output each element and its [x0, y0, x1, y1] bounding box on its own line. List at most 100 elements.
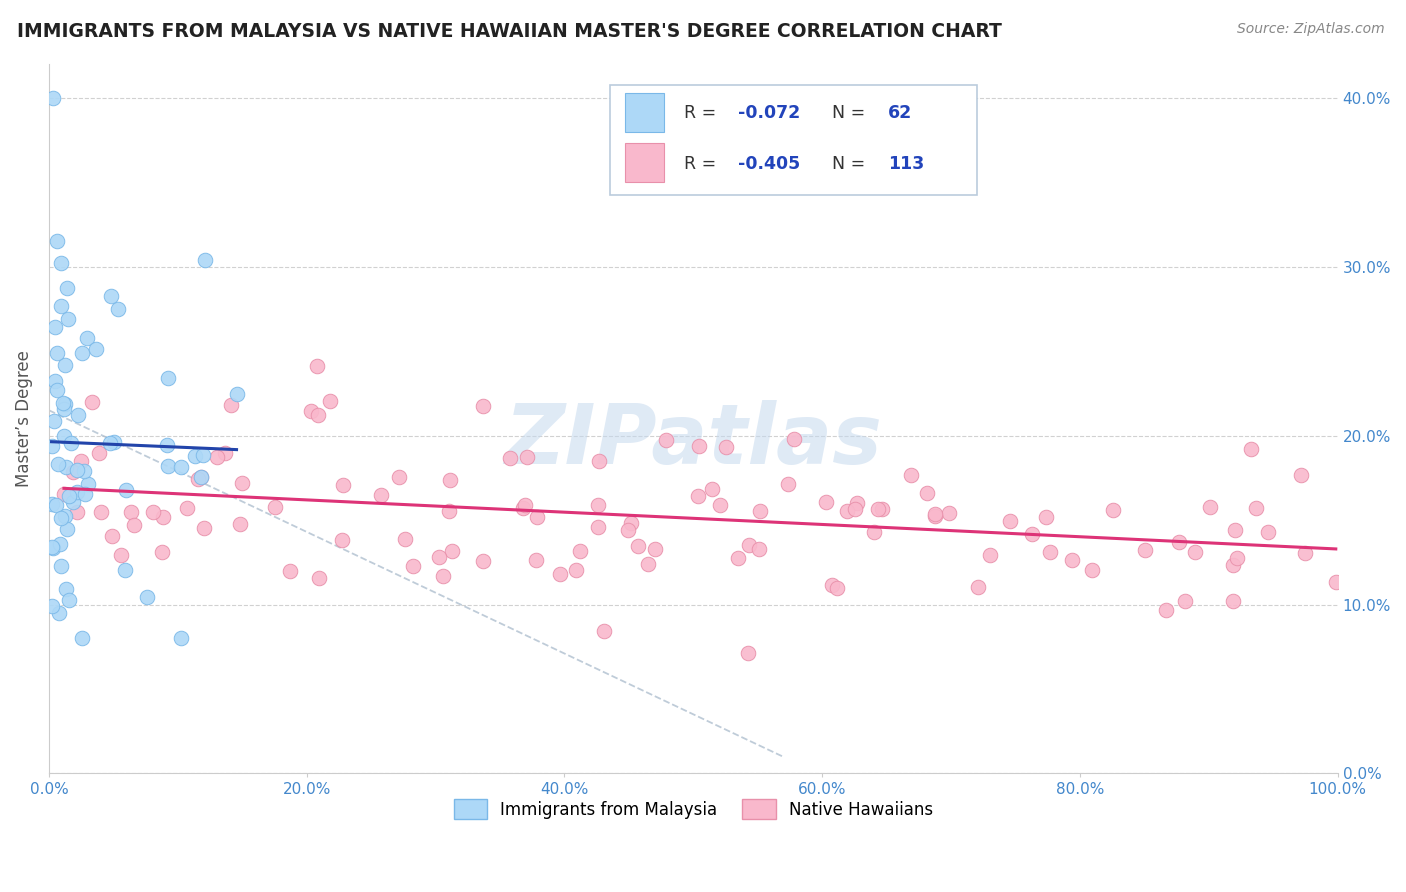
- Point: [73, 487, 96, 501]
- Point: [900, 467, 922, 482]
- Point: [938, 506, 960, 520]
- Point: [55, 582, 77, 596]
- Point: [103, 435, 125, 450]
- Point: [193, 520, 215, 534]
- Text: Source: ZipAtlas.com: Source: ZipAtlas.com: [1237, 22, 1385, 37]
- Point: [620, 516, 643, 530]
- Point: [190, 469, 212, 483]
- Point: [307, 409, 329, 423]
- Point: [1225, 523, 1247, 537]
- Text: -0.072: -0.072: [738, 104, 800, 122]
- Point: [709, 498, 731, 512]
- Point: [1289, 468, 1312, 483]
- Point: [53, 402, 76, 417]
- Point: [1198, 500, 1220, 515]
- Point: [42, 414, 65, 428]
- Text: R =: R =: [685, 155, 723, 173]
- Point: [194, 253, 217, 268]
- Point: [62, 494, 84, 508]
- Point: [1294, 546, 1316, 560]
- Point: [307, 359, 329, 373]
- Point: [516, 450, 538, 464]
- Point: [120, 505, 142, 519]
- Point: [515, 498, 537, 512]
- Point: [278, 565, 301, 579]
- Point: [588, 454, 610, 468]
- Point: [46, 383, 69, 397]
- Point: [319, 394, 342, 409]
- Point: [627, 540, 650, 554]
- Point: [593, 624, 616, 639]
- FancyBboxPatch shape: [626, 93, 664, 132]
- Point: [70, 632, 93, 646]
- Point: [1257, 525, 1279, 540]
- Point: [299, 403, 322, 417]
- Point: [1222, 558, 1244, 572]
- Point: [82, 395, 104, 409]
- Point: [150, 545, 173, 559]
- Point: [748, 542, 770, 557]
- Point: [41, 439, 63, 453]
- Point: [688, 439, 710, 453]
- Point: [42, 91, 65, 105]
- Point: [49, 537, 72, 551]
- Point: [844, 502, 866, 516]
- Point: [1102, 503, 1125, 517]
- Point: [219, 398, 242, 412]
- Text: 113: 113: [889, 155, 924, 173]
- Point: [1133, 543, 1156, 558]
- Point: [225, 387, 247, 401]
- Point: [52, 429, 75, 443]
- Point: [124, 518, 146, 533]
- FancyBboxPatch shape: [610, 86, 977, 195]
- Point: [142, 505, 165, 519]
- Point: [170, 459, 193, 474]
- Point: [637, 557, 659, 571]
- Text: IMMIGRANTS FROM MALAYSIA VS NATIVE HAWAIIAN MASTER'S DEGREE CORRELATION CHART: IMMIGRANTS FROM MALAYSIA VS NATIVE HAWAI…: [17, 22, 1001, 41]
- Point: [46, 345, 69, 359]
- Point: [157, 458, 180, 473]
- Text: 62: 62: [889, 104, 912, 122]
- Point: [264, 500, 287, 514]
- Point: [41, 599, 63, 614]
- Point: [55, 460, 77, 475]
- Point: [1060, 553, 1083, 567]
- Point: [48, 607, 70, 621]
- Point: [45, 499, 67, 513]
- Point: [1156, 602, 1178, 616]
- Point: [152, 510, 174, 524]
- Point: [1080, 563, 1102, 577]
- Point: [512, 500, 534, 515]
- Point: [499, 450, 522, 465]
- Point: [655, 433, 678, 447]
- FancyBboxPatch shape: [626, 144, 664, 182]
- Point: [1168, 535, 1191, 549]
- Point: [77, 476, 100, 491]
- Point: [53, 397, 76, 411]
- Point: [41, 497, 63, 511]
- Point: [52, 487, 75, 501]
- Point: [184, 450, 207, 464]
- Point: [67, 408, 90, 422]
- Point: [107, 301, 129, 316]
- Point: [44, 319, 66, 334]
- Point: [783, 433, 806, 447]
- Point: [90, 506, 112, 520]
- Point: [191, 449, 214, 463]
- Point: [439, 504, 461, 518]
- Point: [776, 477, 799, 491]
- Point: [156, 437, 179, 451]
- Point: [588, 520, 610, 534]
- Point: [441, 544, 464, 558]
- Point: [332, 478, 354, 492]
- Point: [70, 346, 93, 360]
- Point: [58, 593, 80, 607]
- Point: [394, 533, 416, 547]
- Point: [115, 483, 138, 498]
- Point: [190, 470, 212, 484]
- Point: [73, 464, 96, 478]
- Point: [845, 495, 868, 509]
- Point: [66, 462, 89, 476]
- Point: [62, 465, 84, 479]
- Point: [136, 590, 159, 604]
